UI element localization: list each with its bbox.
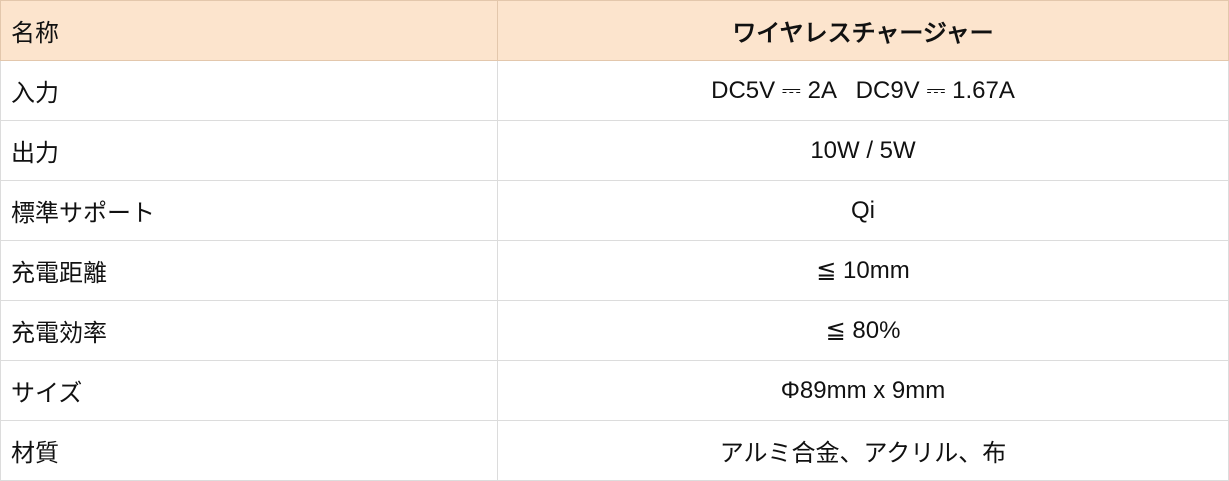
row-value: アルミ合金、アクリル、布 bbox=[497, 420, 1229, 481]
row-value: 10W / 5W bbox=[497, 120, 1229, 181]
table-row: 入力 DC5V ⎓ 2A DC9V ⎓ 1.67A bbox=[0, 60, 1229, 121]
row-value: DC5V ⎓ 2A DC9V ⎓ 1.67A bbox=[497, 60, 1229, 121]
row-value: Qi bbox=[497, 180, 1229, 241]
row-label: サイズ bbox=[0, 360, 498, 421]
header-product-name: ワイヤレスチャージャー bbox=[497, 0, 1229, 61]
table-row: 標準サポート Qi bbox=[0, 180, 1229, 241]
row-value: ≦ 80% bbox=[497, 300, 1229, 361]
row-label: 充電距離 bbox=[0, 240, 498, 301]
table-row: 充電距離 ≦ 10mm bbox=[0, 240, 1229, 301]
row-label: 材質 bbox=[0, 420, 498, 481]
row-label: 出力 bbox=[0, 120, 498, 181]
table-row: サイズ Φ89mm x 9mm bbox=[0, 360, 1229, 421]
row-label: 充電効率 bbox=[0, 300, 498, 361]
row-value: ≦ 10mm bbox=[497, 240, 1229, 301]
row-value: Φ89mm x 9mm bbox=[497, 360, 1229, 421]
row-label: 標準サポート bbox=[0, 180, 498, 241]
header-label: 名称 bbox=[0, 0, 498, 61]
table-row: 材質 アルミ合金、アクリル、布 bbox=[0, 420, 1229, 481]
row-label: 入力 bbox=[0, 60, 498, 121]
table-header-row: 名称 ワイヤレスチャージャー bbox=[0, 0, 1229, 61]
table-row: 出力 10W / 5W bbox=[0, 120, 1229, 181]
table-row: 充電効率 ≦ 80% bbox=[0, 300, 1229, 361]
